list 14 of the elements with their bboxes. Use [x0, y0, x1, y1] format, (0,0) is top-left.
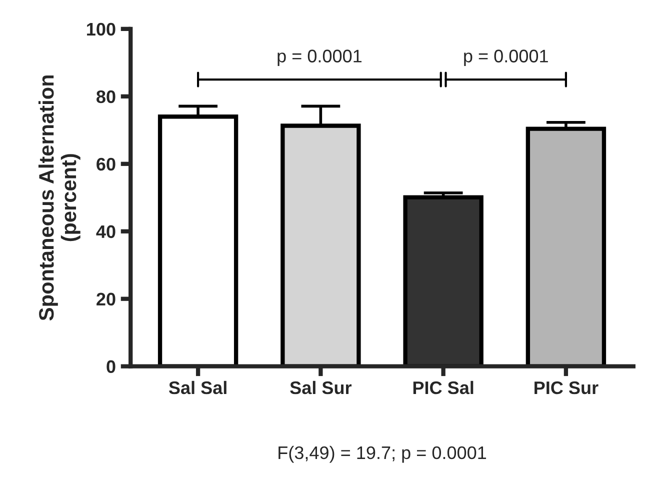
- x-tick-label: PIC Sal: [413, 380, 474, 394]
- y-axis-title: Spontaneous Alternation (percent): [38, 75, 80, 320]
- x-tick-label: Sal Sur: [290, 380, 352, 394]
- y-tick-label: 80: [96, 90, 116, 104]
- y-tick-label: 100: [87, 22, 116, 36]
- y-tick-label: 0: [106, 360, 116, 374]
- y-tick-label: 60: [96, 158, 116, 171]
- y-tick-label: 40: [96, 225, 116, 238]
- x-tick-label: PIC Sur: [534, 381, 598, 394]
- y-tick-label: 20: [96, 292, 116, 306]
- text: F(3,49) = 19.7; p = 0.0001: [278, 446, 486, 463]
- annotation: p = 0.0001: [464, 50, 548, 66]
- x-tick-label: Sal Sal: [168, 380, 226, 394]
- annotation: p = 0.0001: [278, 50, 362, 66]
